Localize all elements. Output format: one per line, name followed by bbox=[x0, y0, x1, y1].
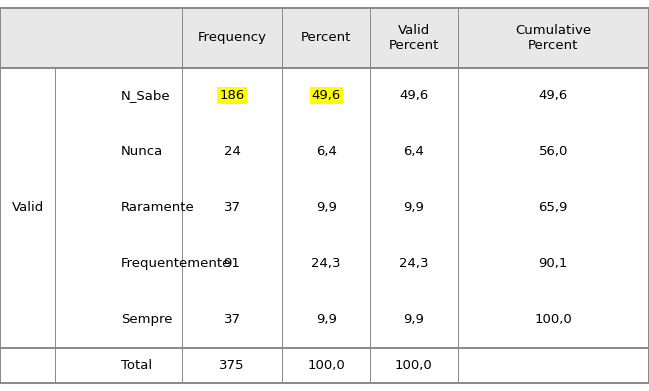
Text: Valid: Valid bbox=[12, 201, 43, 214]
Text: 186: 186 bbox=[219, 90, 245, 102]
Text: 6,4: 6,4 bbox=[403, 145, 424, 158]
Text: 24,3: 24,3 bbox=[312, 257, 341, 271]
Text: 37: 37 bbox=[223, 314, 241, 326]
Text: 6,4: 6,4 bbox=[315, 145, 337, 158]
Text: Percent: Percent bbox=[301, 31, 351, 45]
Text: 49,6: 49,6 bbox=[399, 90, 428, 102]
Text: 49,6: 49,6 bbox=[539, 90, 568, 102]
Text: 9,9: 9,9 bbox=[403, 314, 424, 326]
Text: 65,9: 65,9 bbox=[539, 201, 568, 214]
Text: 100,0: 100,0 bbox=[307, 359, 345, 372]
Text: 100,0: 100,0 bbox=[534, 314, 572, 326]
Text: Valid
Percent: Valid Percent bbox=[389, 24, 439, 52]
Text: Frequency: Frequency bbox=[197, 31, 267, 45]
Text: Cumulative
Percent: Cumulative Percent bbox=[515, 24, 591, 52]
Bar bbox=[0, 8, 649, 68]
Text: Sempre: Sempre bbox=[121, 314, 173, 326]
Text: Raramente: Raramente bbox=[121, 201, 195, 214]
Text: Total: Total bbox=[121, 359, 152, 372]
Text: 24,3: 24,3 bbox=[399, 257, 428, 271]
Text: 100,0: 100,0 bbox=[395, 359, 433, 372]
Text: 91: 91 bbox=[223, 257, 241, 271]
Text: 90,1: 90,1 bbox=[539, 257, 568, 271]
Text: 24: 24 bbox=[223, 145, 241, 158]
Text: 9,9: 9,9 bbox=[315, 201, 337, 214]
Text: 375: 375 bbox=[219, 359, 245, 372]
Text: 9,9: 9,9 bbox=[315, 314, 337, 326]
Text: 9,9: 9,9 bbox=[403, 201, 424, 214]
Text: N_Sabe: N_Sabe bbox=[121, 90, 171, 102]
Text: Frequentemente: Frequentemente bbox=[121, 257, 232, 271]
Text: Nunca: Nunca bbox=[121, 145, 164, 158]
Text: 37: 37 bbox=[223, 201, 241, 214]
Text: 56,0: 56,0 bbox=[539, 145, 568, 158]
Text: 49,6: 49,6 bbox=[312, 90, 341, 102]
